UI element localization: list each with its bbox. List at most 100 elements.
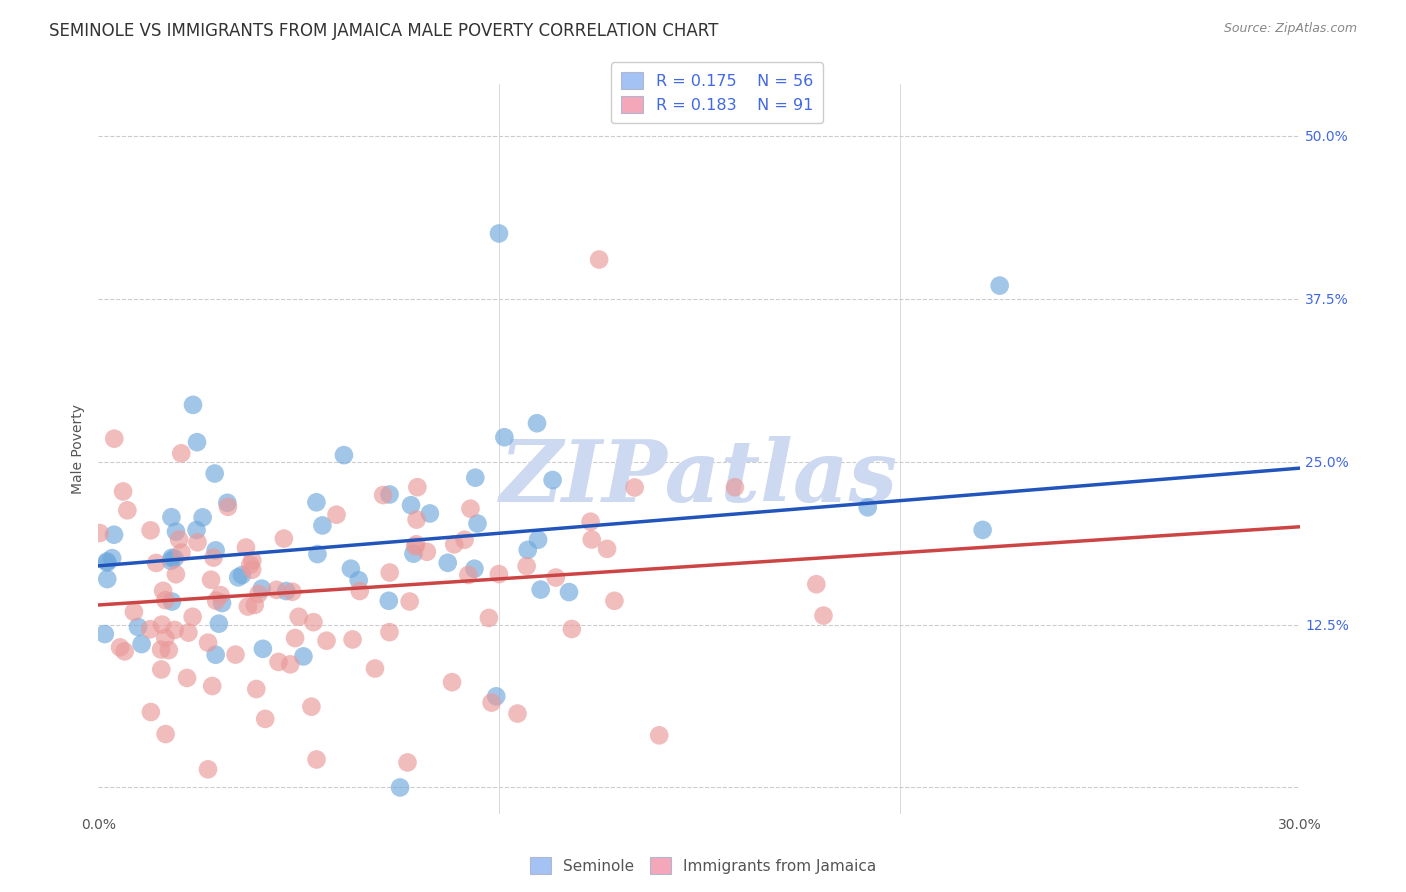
Point xyxy=(396,756,419,770)
Point xyxy=(603,594,626,608)
Point xyxy=(165,524,187,539)
Point xyxy=(155,631,177,645)
Point xyxy=(152,583,174,598)
Point xyxy=(378,487,401,501)
Point xyxy=(250,582,273,596)
Point xyxy=(305,752,328,766)
Point xyxy=(217,500,239,514)
Point xyxy=(150,617,173,632)
Point xyxy=(485,690,508,704)
Point xyxy=(530,582,553,597)
Point xyxy=(373,488,395,502)
Point xyxy=(177,625,200,640)
Point xyxy=(302,615,325,629)
Point xyxy=(122,605,145,619)
Point xyxy=(266,582,288,597)
Point xyxy=(114,644,136,658)
Point xyxy=(406,480,429,494)
Point xyxy=(464,471,486,485)
Point xyxy=(170,446,193,460)
Point xyxy=(364,661,387,675)
Point xyxy=(276,584,298,599)
Point xyxy=(204,467,226,481)
Point xyxy=(299,699,322,714)
Point xyxy=(205,593,228,607)
Point xyxy=(247,587,270,601)
Point xyxy=(273,532,295,546)
Point xyxy=(139,524,162,538)
Point xyxy=(181,398,204,412)
Point xyxy=(150,642,173,657)
Legend: R = 0.175    N = 56, R = 0.183    N = 91: R = 0.175 N = 56, R = 0.183 N = 91 xyxy=(612,62,823,123)
Point xyxy=(494,430,516,444)
Point xyxy=(481,696,503,710)
Point xyxy=(96,572,118,586)
Point xyxy=(402,547,425,561)
Point xyxy=(186,435,208,450)
Point xyxy=(284,631,307,645)
Point xyxy=(419,507,441,521)
Point xyxy=(197,762,219,776)
Point xyxy=(378,625,401,640)
Point xyxy=(201,679,224,693)
Point xyxy=(588,252,610,267)
Point xyxy=(181,609,204,624)
Legend: Seminole, Immigrants from Jamaica: Seminole, Immigrants from Jamaica xyxy=(523,851,883,880)
Point xyxy=(315,633,337,648)
Point xyxy=(488,227,510,241)
Point xyxy=(463,562,485,576)
Point xyxy=(150,663,173,677)
Point xyxy=(453,533,475,547)
Point xyxy=(389,780,412,795)
Point xyxy=(208,616,231,631)
Point xyxy=(236,599,259,614)
Point xyxy=(160,554,183,568)
Point xyxy=(506,706,529,721)
Point xyxy=(281,584,304,599)
Point xyxy=(160,594,183,608)
Point xyxy=(405,513,427,527)
Point xyxy=(596,541,619,556)
Point xyxy=(561,622,583,636)
Point xyxy=(340,562,363,576)
Point xyxy=(186,523,208,537)
Point xyxy=(544,570,567,584)
Point xyxy=(155,727,177,741)
Point xyxy=(103,432,125,446)
Point xyxy=(349,584,371,599)
Point xyxy=(96,556,118,570)
Point xyxy=(139,705,162,719)
Point xyxy=(217,496,239,510)
Point xyxy=(211,596,233,610)
Point xyxy=(243,598,266,612)
Y-axis label: Male Poverty: Male Poverty xyxy=(72,403,86,493)
Point xyxy=(204,543,226,558)
Point xyxy=(516,542,538,557)
Point xyxy=(202,550,225,565)
Point xyxy=(240,563,263,577)
Point xyxy=(516,559,538,574)
Point xyxy=(399,498,422,512)
Point xyxy=(378,594,401,608)
Point xyxy=(526,416,548,430)
Point xyxy=(813,608,835,623)
Point xyxy=(856,500,879,515)
Point xyxy=(460,501,482,516)
Point xyxy=(103,527,125,541)
Point xyxy=(131,637,153,651)
Point xyxy=(245,681,267,696)
Point xyxy=(378,566,401,580)
Point xyxy=(108,640,131,655)
Point xyxy=(278,657,301,672)
Point xyxy=(231,568,253,582)
Point xyxy=(239,558,262,572)
Point xyxy=(347,573,370,587)
Point xyxy=(416,545,439,559)
Text: SEMINOLE VS IMMIGRANTS FROM JAMAICA MALE POVERTY CORRELATION CHART: SEMINOLE VS IMMIGRANTS FROM JAMAICA MALE… xyxy=(49,22,718,40)
Point xyxy=(527,533,550,547)
Point xyxy=(157,643,180,657)
Point xyxy=(541,473,564,487)
Point xyxy=(307,547,329,561)
Point xyxy=(200,573,222,587)
Point xyxy=(579,515,602,529)
